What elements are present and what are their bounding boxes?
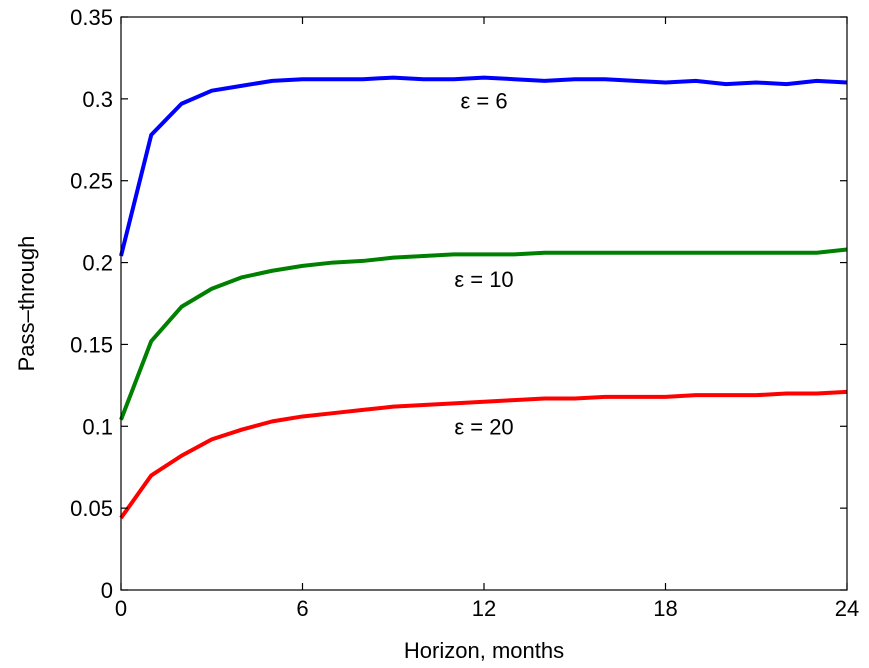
x-tick-label: 24 — [835, 596, 859, 621]
series-label-3: ε = 20 — [454, 414, 513, 439]
y-tick-label: 0 — [101, 578, 113, 603]
series-label-2: ε = 10 — [454, 267, 513, 292]
x-tick-label: 6 — [296, 596, 308, 621]
series-line-2 — [119, 247, 848, 421]
series-layer — [119, 75, 848, 520]
y-tick-label: 0.25 — [70, 169, 113, 194]
series-label-1: ε = 6 — [460, 88, 507, 113]
series-line-1 — [119, 75, 848, 257]
x-tick-label: 18 — [653, 596, 677, 621]
x-tick-label: 12 — [472, 596, 496, 621]
y-tick-label: 0.2 — [82, 251, 113, 276]
y-tick-label: 0.1 — [82, 414, 113, 439]
y-tick-label: 0.35 — [70, 5, 113, 30]
x-axis-label: Horizon, months — [404, 638, 564, 663]
y-axis-label: Pass–through — [14, 236, 39, 372]
y-tick-label: 0.05 — [70, 496, 113, 521]
ticks-layer: 0 6 12 18 24 0 0.05 0.1 0.15 0.2 0.25 0.3 0.35 — [70, 5, 859, 621]
series-labels-layer: ε = 6 ε = 10 ε = 20 — [454, 88, 513, 439]
y-tick-label: 0.3 — [82, 87, 113, 112]
series-line-3 — [119, 389, 848, 520]
x-tick-label: 0 — [115, 596, 127, 621]
y-tick-label: 0.15 — [70, 332, 113, 357]
